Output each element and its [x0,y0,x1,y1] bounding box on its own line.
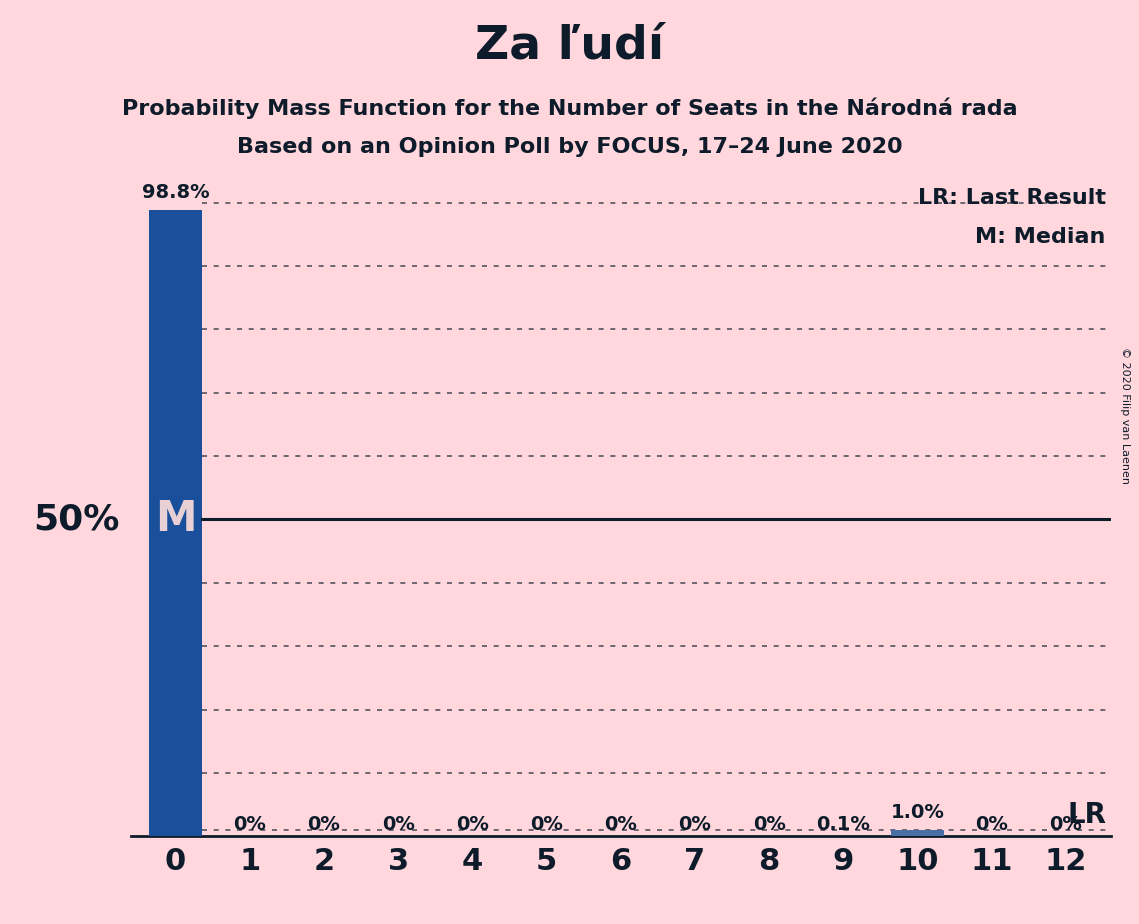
Text: 0.1%: 0.1% [817,815,870,834]
Bar [891,830,944,836]
Text: LR: LR [1068,801,1107,829]
Text: © 2020 Filip van Laenen: © 2020 Filip van Laenen [1121,347,1130,484]
Bar [149,211,203,836]
Text: M: Median: M: Median [975,227,1106,248]
Text: 0%: 0% [975,815,1008,834]
Text: Based on an Opinion Poll by FOCUS, 17–24 June 2020: Based on an Opinion Poll by FOCUS, 17–24… [237,137,902,157]
Text: 0%: 0% [456,815,489,834]
Text: 98.8%: 98.8% [141,183,210,202]
Text: 0%: 0% [605,815,637,834]
Text: 0%: 0% [1049,815,1082,834]
Text: LR: Last Result: LR: Last Result [918,188,1106,208]
Text: 0%: 0% [679,815,712,834]
Text: 0%: 0% [308,815,341,834]
Text: 1.0%: 1.0% [891,803,944,821]
Text: 0%: 0% [530,815,563,834]
Text: Za ľudí: Za ľudí [475,23,664,68]
Text: 0%: 0% [382,815,415,834]
Text: M: M [155,498,196,541]
Text: 0%: 0% [233,815,267,834]
Text: Probability Mass Function for the Number of Seats in the Národná rada: Probability Mass Function for the Number… [122,97,1017,118]
Text: 50%: 50% [33,503,120,537]
Text: 0%: 0% [753,815,786,834]
